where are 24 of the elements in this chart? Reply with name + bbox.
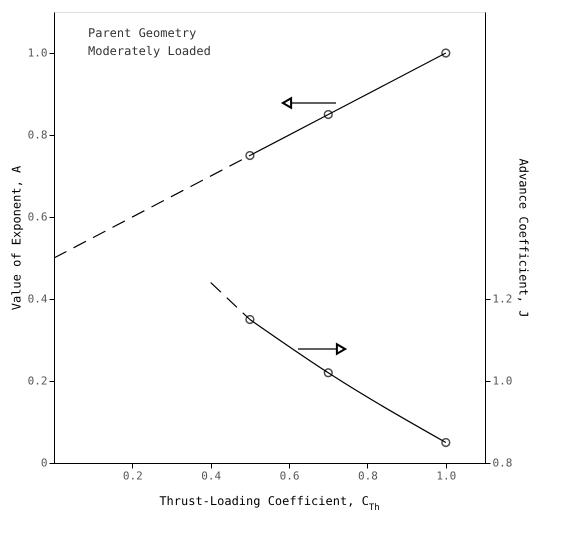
point [324, 110, 333, 120]
annotation: Parent Geometry [88, 26, 196, 40]
x-tick-label: 0.6 [280, 470, 300, 482]
y-axis-title: Value of Exponent, A [10, 164, 24, 310]
y-tick-label: 0.2 [28, 374, 48, 388]
y2-tick-label: 0.8 [492, 456, 512, 470]
point [441, 48, 450, 58]
x-tick-label: 0.2 [122, 470, 143, 482]
x-tick-label: 1.0 [436, 470, 456, 482]
y-tick-label: 0.8 [28, 128, 48, 142]
point [324, 368, 333, 378]
point [441, 438, 450, 448]
y-tick-label: 0.4 [28, 292, 48, 306]
point [245, 314, 255, 324]
y2-tick-label: 1.0 [492, 374, 512, 388]
x-tick-label: 0.8 [358, 470, 378, 482]
annotation: Moderately Loaded [88, 44, 211, 58]
y-tick-label: 0 [40, 456, 48, 470]
point [245, 150, 255, 160]
y2-tick-label: 1.2 [492, 292, 512, 306]
y-tick-label: 1.0 [28, 46, 48, 60]
y-tick-label: 0.6 [28, 210, 48, 224]
y2-axis-title: Advance Coefficient, J [516, 158, 530, 318]
x-tick-label: 0.4 [201, 470, 222, 482]
